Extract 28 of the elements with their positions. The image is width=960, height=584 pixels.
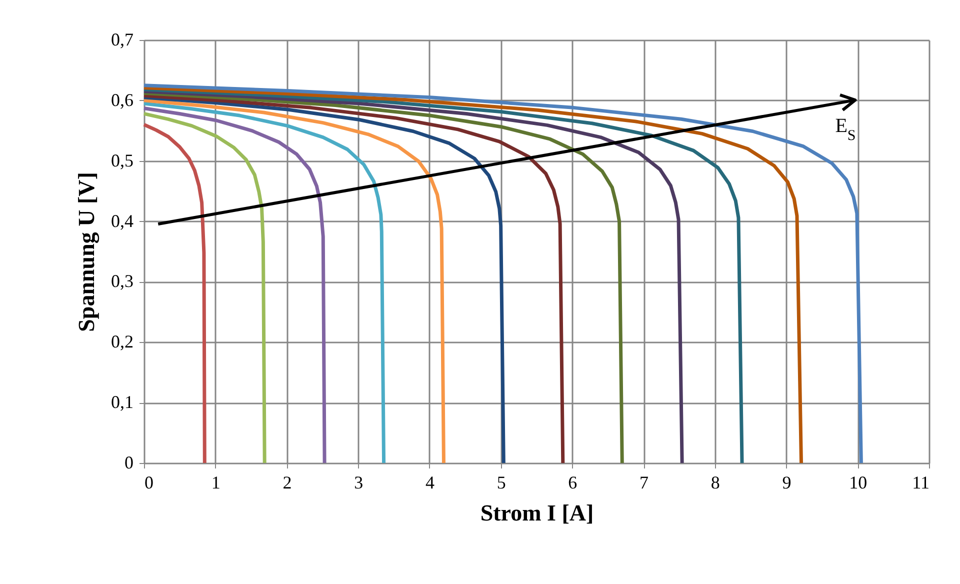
x-tick-label: 1 [211,472,220,492]
annotation: E$_{S}$ [835,115,856,144]
x-tick-label: 2 [282,472,292,492]
y-tick-label: 0,6 [111,90,134,110]
line-series [142,102,386,465]
x-tick-label: 9 [782,472,792,492]
x-tick-label: 5 [496,472,506,492]
x-tick-label: 6 [568,472,578,492]
x-tick-label: 11 [912,472,930,492]
x-tick-label: 0 [144,472,154,492]
x-tick-label: 8 [710,472,720,492]
y-tick-label: 0,7 [111,30,134,50]
line-series [142,106,326,465]
x-tick-label: 4 [425,472,434,492]
x-tick-label: 3 [354,472,364,492]
y-tick-label: 0 [124,452,134,472]
y-axis-title: Spannung U [V] [74,172,100,332]
y-tick-label: 0,3 [111,271,134,292]
line-series [142,112,266,465]
y-tick-label: 0,5 [111,150,134,170]
x-tick-label: 7 [640,472,649,492]
y-tick-label: 0,2 [111,332,134,352]
line-series [142,122,206,465]
line-series [142,98,446,465]
y-tick-label: 0,1 [111,392,134,412]
y-tick-label: 0,4 [111,210,134,231]
x-tick-label: 10 [849,472,868,492]
x-axis-title: Strom I [A] [480,500,594,526]
